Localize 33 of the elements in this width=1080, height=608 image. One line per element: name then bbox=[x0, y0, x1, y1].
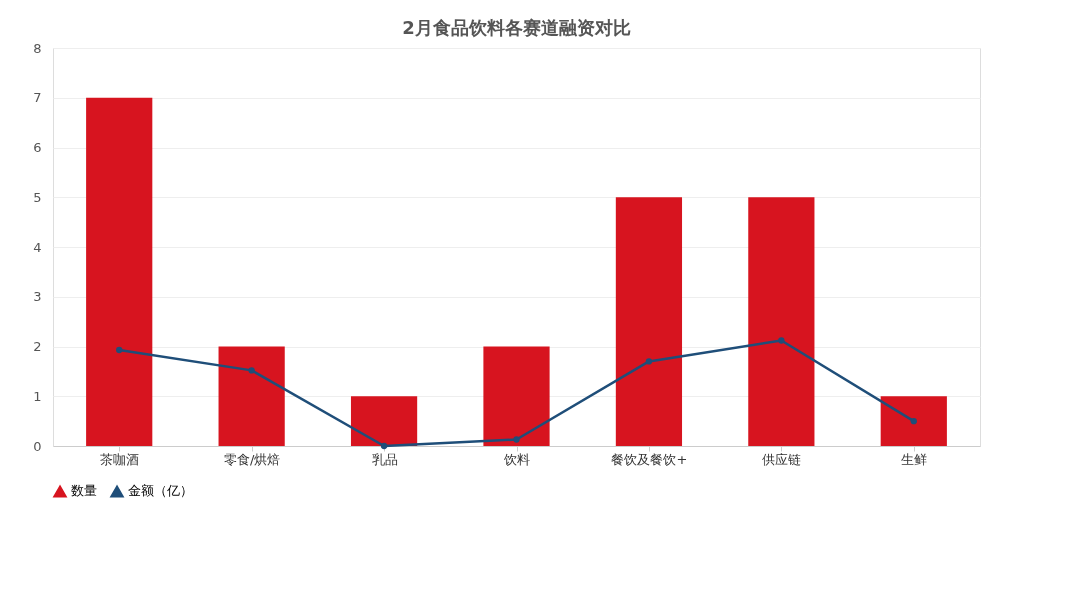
y-tick-label: 5 bbox=[33, 189, 42, 205]
x-tick-label: 饮料 bbox=[503, 451, 530, 467]
y-tick-label: 8 bbox=[33, 40, 42, 56]
point bbox=[645, 358, 653, 365]
bar bbox=[880, 396, 947, 446]
bar bbox=[86, 97, 153, 446]
point bbox=[778, 337, 785, 344]
bar bbox=[483, 346, 550, 446]
point bbox=[380, 442, 388, 450]
y-tick-label: 1 bbox=[33, 388, 42, 404]
x-tick-label: 生鲜 bbox=[901, 451, 928, 467]
y-tick-label: 0 bbox=[33, 438, 42, 454]
y-tick-label: 2 bbox=[33, 339, 42, 354]
x-tick-label: 零食/烘焙 bbox=[223, 451, 281, 467]
point bbox=[910, 417, 917, 425]
x-tick-label: 供应链 bbox=[762, 451, 802, 467]
x-tick-label: 餐饮及餐饮+ bbox=[611, 451, 688, 467]
y-tick-label: 7 bbox=[33, 90, 42, 106]
y-tick-label: 4 bbox=[33, 239, 42, 255]
bar bbox=[218, 346, 285, 446]
chart-title: 2月食品饮料各赛道融资对比 bbox=[402, 17, 631, 38]
y-tick-label: 6 bbox=[33, 140, 42, 155]
point bbox=[513, 436, 520, 443]
point bbox=[116, 346, 123, 354]
legend-label: 金额（亿） bbox=[128, 483, 193, 499]
y-tick-label: 3 bbox=[33, 289, 42, 305]
bar bbox=[748, 197, 815, 446]
x-tick-label: 乳品 bbox=[371, 451, 398, 467]
legend-label: 数量 bbox=[71, 483, 97, 499]
bar bbox=[615, 197, 683, 446]
point bbox=[248, 367, 255, 374]
x-tick-label: 茶咖酒 bbox=[100, 451, 140, 467]
bar bbox=[350, 396, 418, 446]
